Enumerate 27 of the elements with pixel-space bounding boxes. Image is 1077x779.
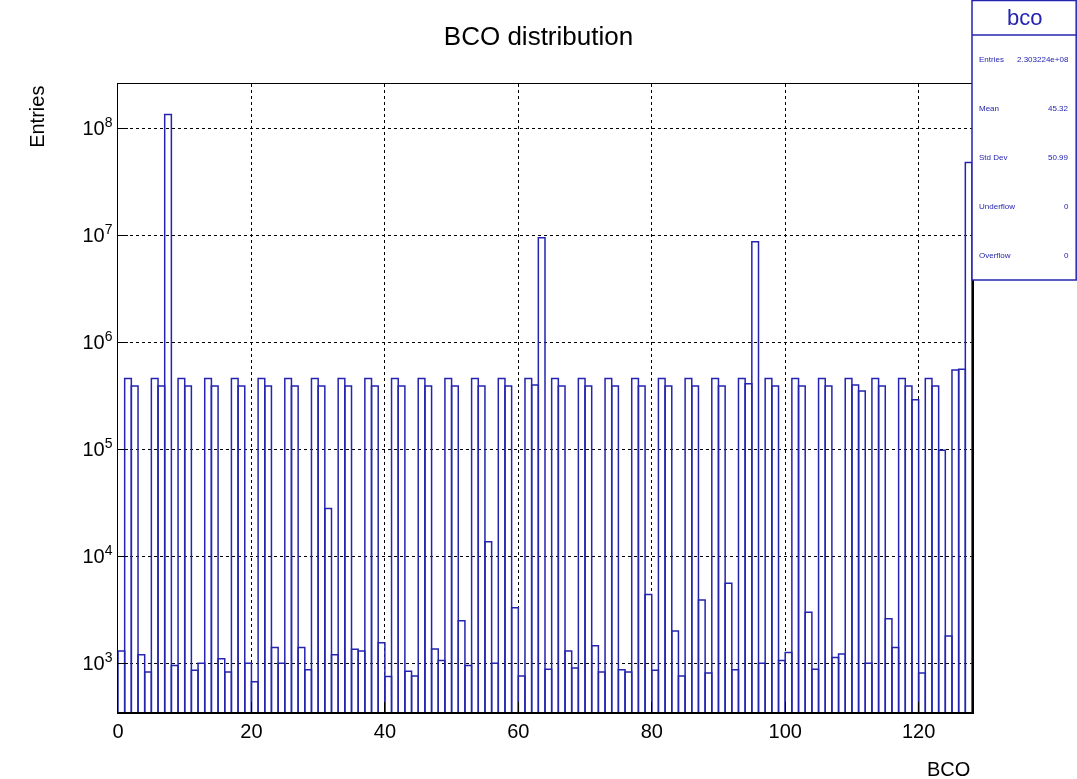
x-tick-label: 40 <box>373 719 397 742</box>
text: Overflow <box>979 251 1011 260</box>
text: bco <box>1007 5 1043 30</box>
y-tick-label: 10$^{8}$ <box>82 113 113 140</box>
text: Underflow <box>979 202 1016 211</box>
text: Mean <box>979 104 1000 113</box>
chart-title: BCO distribution <box>443 21 634 52</box>
y-tick-label: 10$^{3}$ <box>82 648 113 675</box>
text: 2.303224e+08 <box>1017 55 1069 64</box>
text: Std Dev <box>979 153 1008 162</box>
x-axis-title: BCO <box>927 758 971 779</box>
text: Entries <box>979 55 1004 64</box>
x-tick-label: 80 <box>640 719 663 742</box>
x-tick-label: 100 <box>768 719 802 742</box>
text: 45.32 <box>1048 104 1069 113</box>
x-tick-label: 60 <box>507 719 530 742</box>
x-tick-label: 0 <box>112 719 124 742</box>
y-axis-title: Entries <box>25 85 48 148</box>
text: 0 <box>1064 251 1069 260</box>
text: 50.99 <box>1048 153 1069 162</box>
y-tick-label: 10$^{6}$ <box>82 327 113 354</box>
y-tick-label: 10$^{5}$ <box>82 434 113 461</box>
y-tick-label: 10$^{4}$ <box>82 541 113 568</box>
x-tick-label: 20 <box>240 719 263 742</box>
y-tick-label: 10$^{7}$ <box>82 220 113 247</box>
x-tick-label: 120 <box>901 719 936 742</box>
text: 0 <box>1064 202 1069 211</box>
